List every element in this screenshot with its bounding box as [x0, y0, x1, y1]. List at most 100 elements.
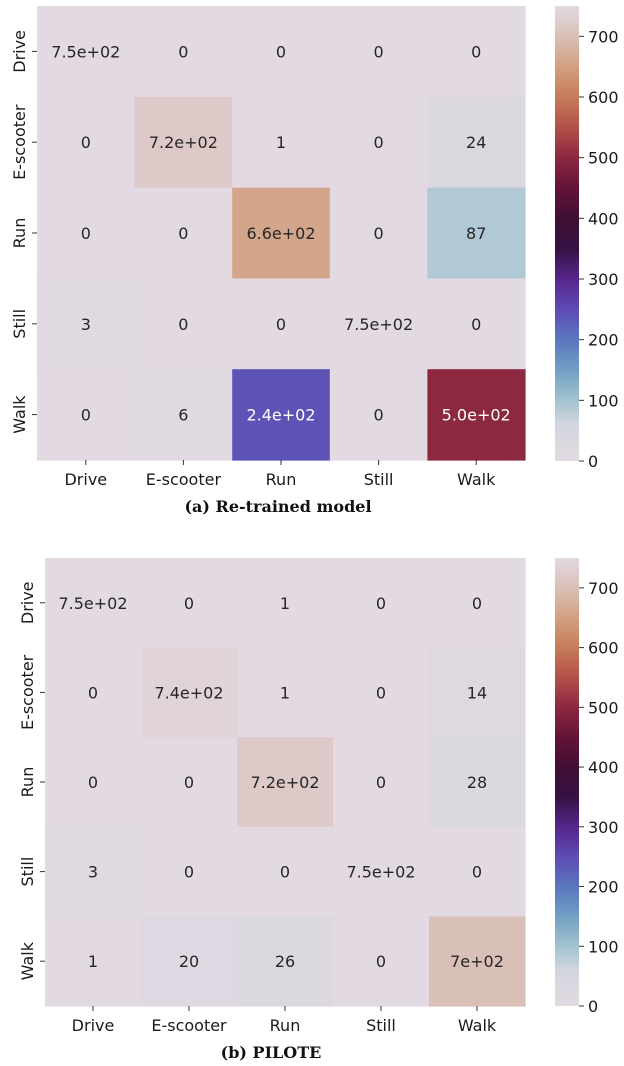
cell-still-still	[333, 826, 430, 917]
cell-e-scooter-drive	[37, 96, 136, 189]
cell-value-label: 1	[280, 594, 290, 613]
cell-walk-walk	[429, 916, 526, 1007]
cell-value-label: 0	[81, 133, 91, 152]
cell-e-scooter-still	[329, 96, 428, 189]
x-tick-label-run: Run	[266, 470, 297, 489]
y-tick-label-e-scooter: E-scooter	[10, 104, 29, 180]
colorbar-tick-label-0: 0	[588, 452, 598, 471]
cell-value-label: 6	[178, 406, 188, 425]
cell-value-label: 0	[184, 863, 194, 882]
cell-run-walk	[427, 187, 526, 279]
y-tick-label-still: Still	[10, 309, 29, 339]
cell-drive-walk	[427, 6, 526, 98]
y-tick-label-walk: Walk	[10, 395, 29, 434]
colorbar-tick-label-600: 600	[588, 639, 619, 658]
cell-drive-still	[333, 558, 430, 649]
x-tick-label-run: Run	[270, 1016, 301, 1035]
cell-value-label: 1	[276, 133, 286, 152]
cell-value-label: 0	[374, 42, 384, 61]
cell-value-label: 0	[471, 42, 481, 61]
colorbar-tick-label-100: 100	[588, 937, 619, 956]
cell-value-label: 1	[88, 952, 98, 971]
cell-value-label: 3	[88, 863, 98, 882]
x-tick-label-e-scooter: E-scooter	[151, 1016, 227, 1035]
cell-value-label: 1	[280, 683, 290, 702]
colorbar-tick-label-400: 400	[588, 209, 619, 228]
colorbar	[555, 558, 579, 1006]
cell-value-label: 0	[184, 594, 194, 613]
colorbar-tick-label-300: 300	[588, 270, 619, 289]
y-tick-label-e-scooter: E-scooter	[18, 654, 37, 730]
heatmap-panel-pilote: 7.5e+02 0 1 0 00 7.4e+02 1 0 140 0 7.2e+02 0 283 0 0 7.…	[18, 558, 619, 1062]
cell-value-label: 0	[374, 133, 384, 152]
cell-drive-run	[237, 558, 334, 649]
cell-value-label: 7.2e+02	[250, 773, 319, 792]
cell-value-label: 0	[376, 683, 386, 702]
cell-e-scooter-drive	[45, 647, 142, 738]
x-tick-label-still: Still	[366, 1016, 396, 1035]
cell-value-label: 0	[81, 406, 91, 425]
cell-value-label: 24	[466, 133, 486, 152]
cell-value-label: 0	[280, 863, 290, 882]
colorbar	[555, 6, 579, 461]
cell-run-still	[333, 737, 430, 828]
x-tick-label-still: Still	[364, 470, 394, 489]
cell-run-drive	[45, 737, 142, 828]
cell-still-e-scooter	[134, 278, 233, 370]
cell-still-run	[237, 826, 334, 917]
figure-caption: (b) PILOTE	[221, 1043, 322, 1062]
y-tick-label-still: Still	[18, 857, 37, 887]
x-tick-label-walk: Walk	[457, 470, 496, 489]
colorbar-tick-label-400: 400	[588, 758, 619, 777]
cell-still-drive	[37, 278, 136, 370]
y-tick-label-drive: Drive	[10, 30, 29, 73]
cell-run-walk	[429, 737, 526, 828]
y-tick-label-drive: Drive	[18, 581, 37, 624]
cell-value-label: 28	[467, 773, 487, 792]
cell-run-still	[329, 187, 428, 279]
colorbar-tick-label-500: 500	[588, 698, 619, 717]
cell-value-label: 0	[178, 315, 188, 334]
x-tick-label-walk: Walk	[458, 1016, 497, 1035]
cell-value-label: 20	[179, 952, 199, 971]
cell-drive-drive	[37, 6, 136, 98]
cell-e-scooter-walk	[427, 96, 526, 189]
colorbar-tick-label-700: 700	[588, 27, 619, 46]
colorbar-tick-label-200: 200	[588, 878, 619, 897]
cell-value-label: 0	[88, 683, 98, 702]
cell-run-run	[237, 737, 334, 828]
cell-walk-e-scooter	[141, 916, 238, 1007]
cell-still-walk	[429, 826, 526, 917]
cell-e-scooter-run	[232, 96, 331, 189]
cell-e-scooter-run	[237, 647, 334, 738]
cell-walk-e-scooter	[134, 369, 233, 461]
cell-run-e-scooter	[141, 737, 238, 828]
y-tick-label-run: Run	[18, 767, 37, 798]
cell-still-run	[232, 278, 331, 370]
cell-value-label: 3	[81, 315, 91, 334]
colorbar-tick-label-700: 700	[588, 579, 619, 598]
cell-value-label: 0	[374, 224, 384, 243]
cell-e-scooter-e-scooter	[134, 96, 233, 189]
colorbar-tick-label-100: 100	[588, 391, 619, 410]
x-tick-label-drive: Drive	[64, 470, 107, 489]
cell-run-run	[232, 187, 331, 279]
cell-walk-run	[237, 916, 334, 1007]
cell-value-label: 7e+02	[450, 952, 504, 971]
y-tick-label-walk: Walk	[18, 941, 37, 980]
cell-walk-drive	[37, 369, 136, 461]
cell-walk-walk	[427, 369, 526, 461]
cell-e-scooter-still	[333, 647, 430, 738]
cell-value-label: 14	[467, 683, 487, 702]
cell-value-label: 6.6e+02	[246, 224, 315, 243]
cell-value-label: 0	[374, 406, 384, 425]
cell-value-label: 0	[376, 594, 386, 613]
colorbar-tick-label-500: 500	[588, 149, 619, 168]
cell-value-label: 0	[276, 42, 286, 61]
cell-walk-still	[333, 916, 430, 1007]
cell-drive-e-scooter	[141, 558, 238, 649]
cell-still-still	[329, 278, 428, 370]
cell-value-label: 0	[88, 773, 98, 792]
cell-drive-walk	[429, 558, 526, 649]
